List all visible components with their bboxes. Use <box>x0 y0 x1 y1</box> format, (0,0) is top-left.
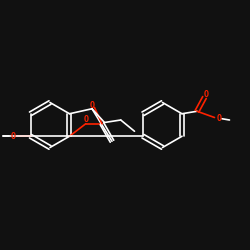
Text: O: O <box>83 116 88 124</box>
Text: O: O <box>10 132 16 141</box>
Text: O: O <box>90 100 94 110</box>
Text: O: O <box>203 90 208 99</box>
Text: O: O <box>216 114 222 123</box>
